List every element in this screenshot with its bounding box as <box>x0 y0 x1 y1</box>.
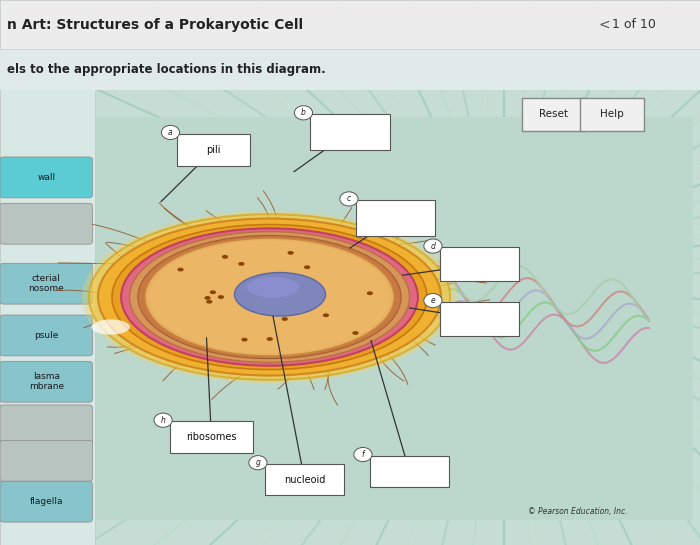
Ellipse shape <box>130 232 410 362</box>
FancyBboxPatch shape <box>370 456 449 487</box>
Ellipse shape <box>367 292 373 295</box>
Text: nucleoid: nucleoid <box>284 475 326 485</box>
Ellipse shape <box>281 317 288 321</box>
Text: psule: psule <box>34 331 58 340</box>
Text: a: a <box>168 128 173 137</box>
Text: els to the appropriate locations in this diagram.: els to the appropriate locations in this… <box>7 63 326 76</box>
Circle shape <box>424 239 442 253</box>
Ellipse shape <box>246 277 300 298</box>
Text: cterial
nosome: cterial nosome <box>28 274 64 293</box>
Circle shape <box>340 192 358 206</box>
Text: g: g <box>256 458 260 467</box>
FancyBboxPatch shape <box>170 421 253 453</box>
FancyBboxPatch shape <box>94 49 700 545</box>
Ellipse shape <box>288 251 294 255</box>
Text: n Art: Structures of a Prokaryotic Cell: n Art: Structures of a Prokaryotic Cell <box>7 17 303 32</box>
Ellipse shape <box>138 235 401 359</box>
FancyBboxPatch shape <box>311 114 389 150</box>
FancyBboxPatch shape <box>178 134 250 166</box>
Text: flagella: flagella <box>29 497 63 506</box>
Ellipse shape <box>304 265 310 269</box>
Text: c: c <box>346 195 351 203</box>
FancyBboxPatch shape <box>0 157 92 198</box>
Ellipse shape <box>234 272 326 316</box>
Circle shape <box>294 106 312 120</box>
Ellipse shape <box>112 225 427 370</box>
FancyBboxPatch shape <box>580 98 644 131</box>
Ellipse shape <box>177 268 183 271</box>
FancyBboxPatch shape <box>0 440 92 481</box>
FancyBboxPatch shape <box>0 405 92 446</box>
Ellipse shape <box>145 238 394 356</box>
Ellipse shape <box>204 296 211 300</box>
Ellipse shape <box>206 300 213 304</box>
Text: lasma
mbrane: lasma mbrane <box>29 372 64 391</box>
Ellipse shape <box>323 313 329 317</box>
Ellipse shape <box>149 240 390 354</box>
Text: wall: wall <box>37 173 55 181</box>
FancyBboxPatch shape <box>0 49 94 545</box>
Ellipse shape <box>89 214 450 380</box>
Ellipse shape <box>222 255 228 259</box>
Ellipse shape <box>352 331 358 335</box>
Text: © Pearson Education, Inc.: © Pearson Education, Inc. <box>528 507 627 516</box>
Text: Help: Help <box>600 110 624 119</box>
Circle shape <box>354 447 372 462</box>
Text: f: f <box>362 450 364 459</box>
FancyBboxPatch shape <box>356 200 435 236</box>
FancyBboxPatch shape <box>0 361 92 402</box>
Ellipse shape <box>238 262 244 266</box>
Ellipse shape <box>218 295 224 299</box>
Ellipse shape <box>121 228 418 366</box>
FancyBboxPatch shape <box>0 315 92 356</box>
FancyBboxPatch shape <box>0 49 700 90</box>
FancyBboxPatch shape <box>522 98 586 131</box>
Text: ribosomes: ribosomes <box>186 432 237 442</box>
FancyBboxPatch shape <box>0 481 92 522</box>
Ellipse shape <box>82 211 457 383</box>
Text: e: e <box>430 296 435 305</box>
Circle shape <box>424 293 442 308</box>
Text: pili: pili <box>206 145 220 155</box>
Circle shape <box>249 456 267 470</box>
Text: d: d <box>430 241 435 251</box>
Text: <: < <box>598 17 610 32</box>
Text: b: b <box>301 108 306 117</box>
FancyBboxPatch shape <box>94 117 693 520</box>
Text: h: h <box>161 416 165 425</box>
FancyBboxPatch shape <box>440 247 519 282</box>
FancyBboxPatch shape <box>0 263 92 304</box>
FancyBboxPatch shape <box>265 464 344 495</box>
FancyBboxPatch shape <box>440 302 519 336</box>
FancyBboxPatch shape <box>0 0 700 49</box>
Ellipse shape <box>210 290 216 294</box>
Ellipse shape <box>91 319 130 335</box>
Ellipse shape <box>267 337 273 341</box>
Text: 1 of 10: 1 of 10 <box>612 18 657 31</box>
FancyBboxPatch shape <box>0 203 92 244</box>
Circle shape <box>154 413 172 427</box>
Text: Reset: Reset <box>539 110 568 119</box>
Ellipse shape <box>98 219 441 376</box>
Circle shape <box>161 125 179 140</box>
Ellipse shape <box>241 338 248 342</box>
